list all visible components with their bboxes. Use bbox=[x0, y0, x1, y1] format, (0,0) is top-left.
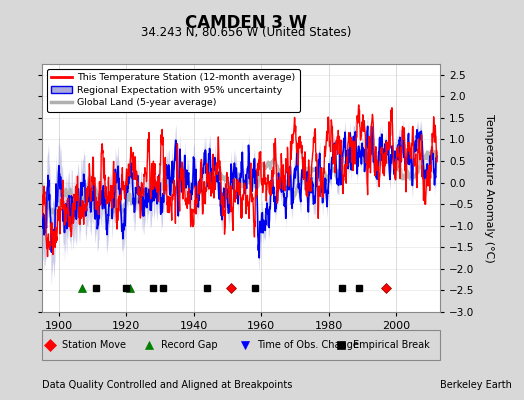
Text: Time of Obs. Change: Time of Obs. Change bbox=[257, 340, 359, 350]
Text: Record Gap: Record Gap bbox=[161, 340, 218, 350]
Text: 34.243 N, 80.656 W (United States): 34.243 N, 80.656 W (United States) bbox=[141, 26, 352, 39]
Text: CAMDEN 3 W: CAMDEN 3 W bbox=[185, 14, 308, 32]
Text: Berkeley Earth: Berkeley Earth bbox=[440, 380, 512, 390]
Y-axis label: Temperature Anomaly (°C): Temperature Anomaly (°C) bbox=[484, 114, 494, 262]
Legend: This Temperature Station (12-month average), Regional Expectation with 95% uncer: This Temperature Station (12-month avera… bbox=[47, 69, 300, 112]
Text: Station Move: Station Move bbox=[62, 340, 126, 350]
Text: Empirical Break: Empirical Break bbox=[353, 340, 429, 350]
Text: Data Quality Controlled and Aligned at Breakpoints: Data Quality Controlled and Aligned at B… bbox=[42, 380, 292, 390]
